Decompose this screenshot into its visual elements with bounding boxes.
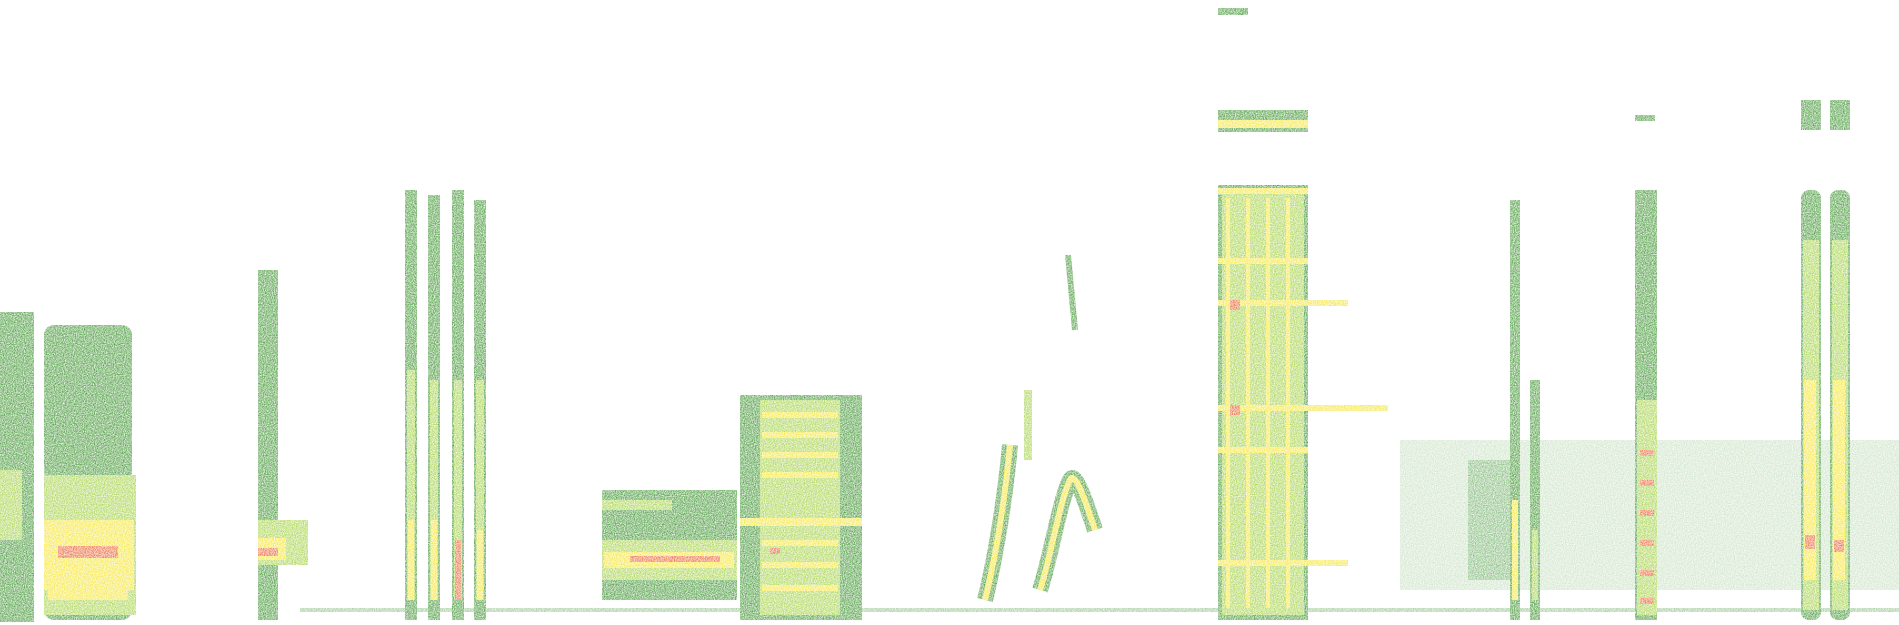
- call-2: [44, 325, 136, 620]
- call-3: [258, 270, 308, 620]
- call-5: [602, 490, 737, 600]
- call-4: [405, 190, 486, 620]
- call-12: [1801, 100, 1850, 620]
- call-1: [0, 312, 34, 622]
- call-10: [1510, 200, 1540, 620]
- call-6: [740, 395, 862, 620]
- call-11: [1635, 115, 1657, 620]
- baseline-band: [300, 608, 1899, 612]
- call-8: [1218, 8, 1388, 620]
- call-7: [977, 254, 1103, 602]
